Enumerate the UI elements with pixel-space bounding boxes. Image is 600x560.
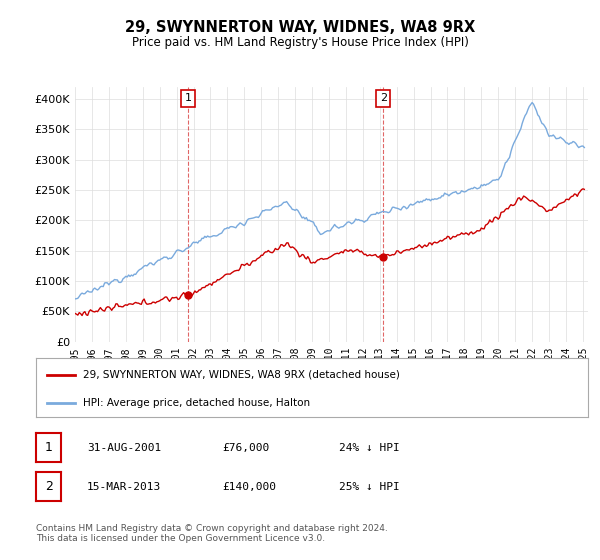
Text: £140,000: £140,000: [222, 482, 276, 492]
Text: £76,000: £76,000: [222, 443, 269, 453]
Text: 15-MAR-2013: 15-MAR-2013: [87, 482, 161, 492]
Text: 31-AUG-2001: 31-AUG-2001: [87, 443, 161, 453]
Text: 1: 1: [44, 441, 53, 454]
Text: Contains HM Land Registry data © Crown copyright and database right 2024.
This d: Contains HM Land Registry data © Crown c…: [36, 524, 388, 543]
Text: Price paid vs. HM Land Registry's House Price Index (HPI): Price paid vs. HM Land Registry's House …: [131, 36, 469, 49]
Text: HPI: Average price, detached house, Halton: HPI: Average price, detached house, Halt…: [83, 398, 310, 408]
Text: 24% ↓ HPI: 24% ↓ HPI: [339, 443, 400, 453]
Text: 29, SWYNNERTON WAY, WIDNES, WA8 9RX: 29, SWYNNERTON WAY, WIDNES, WA8 9RX: [125, 20, 475, 35]
Text: 2: 2: [380, 94, 387, 103]
Text: 29, SWYNNERTON WAY, WIDNES, WA8 9RX (detached house): 29, SWYNNERTON WAY, WIDNES, WA8 9RX (det…: [83, 370, 400, 380]
Text: 2: 2: [44, 480, 53, 493]
Text: 1: 1: [184, 94, 191, 103]
Text: 25% ↓ HPI: 25% ↓ HPI: [339, 482, 400, 492]
